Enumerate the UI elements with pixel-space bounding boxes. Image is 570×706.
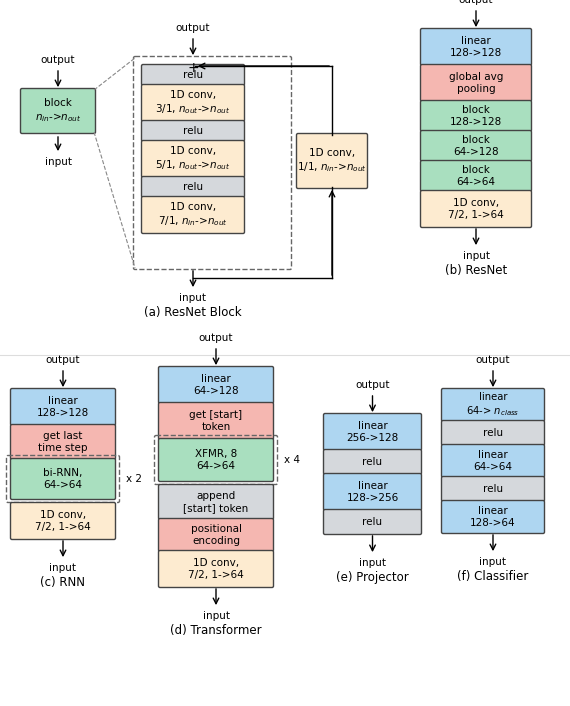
FancyBboxPatch shape <box>21 88 96 133</box>
FancyBboxPatch shape <box>324 450 421 474</box>
FancyBboxPatch shape <box>442 477 544 501</box>
FancyBboxPatch shape <box>442 445 544 477</box>
Text: 1D conv,
7/2, 1->64: 1D conv, 7/2, 1->64 <box>35 510 91 532</box>
Text: relu: relu <box>183 126 203 136</box>
Text: 1D conv,
7/2, 1->64: 1D conv, 7/2, 1->64 <box>188 558 244 580</box>
Text: relu: relu <box>363 457 382 467</box>
Text: linear
256->128: linear 256->128 <box>347 421 398 443</box>
Text: global avg
pooling: global avg pooling <box>449 72 503 94</box>
FancyBboxPatch shape <box>158 518 274 551</box>
Text: relu: relu <box>363 517 382 527</box>
Text: relu: relu <box>483 428 503 438</box>
Text: output: output <box>46 355 80 365</box>
FancyBboxPatch shape <box>442 421 544 445</box>
Text: input: input <box>462 251 490 261</box>
Text: output: output <box>176 23 210 33</box>
Text: linear
128->128: linear 128->128 <box>450 36 502 58</box>
Text: XFMR, 8
64->64: XFMR, 8 64->64 <box>195 449 237 471</box>
Text: relu: relu <box>483 484 503 494</box>
FancyBboxPatch shape <box>296 133 368 189</box>
Text: input: input <box>359 558 386 568</box>
FancyBboxPatch shape <box>141 140 245 177</box>
Text: 1D conv,
7/2, 1->64: 1D conv, 7/2, 1->64 <box>448 198 504 220</box>
Text: block
128->128: block 128->128 <box>450 104 502 127</box>
Text: output: output <box>476 355 510 365</box>
FancyBboxPatch shape <box>421 191 531 227</box>
FancyBboxPatch shape <box>442 501 544 534</box>
FancyBboxPatch shape <box>158 551 274 587</box>
Text: output: output <box>199 333 233 343</box>
Text: bi-RNN,
64->64: bi-RNN, 64->64 <box>43 468 83 490</box>
FancyBboxPatch shape <box>324 474 421 510</box>
FancyBboxPatch shape <box>141 121 245 141</box>
Text: linear
128->128: linear 128->128 <box>37 396 89 418</box>
Text: get last
time step: get last time step <box>38 431 88 453</box>
FancyBboxPatch shape <box>158 402 274 440</box>
FancyBboxPatch shape <box>141 176 245 198</box>
FancyBboxPatch shape <box>10 503 116 539</box>
Text: (a) ResNet Block: (a) ResNet Block <box>144 306 242 319</box>
Text: output: output <box>40 55 75 65</box>
Text: block
64->128: block 64->128 <box>453 135 499 157</box>
Text: +: + <box>187 61 199 75</box>
FancyBboxPatch shape <box>10 424 116 460</box>
Text: (c) RNN: (c) RNN <box>40 576 86 589</box>
FancyBboxPatch shape <box>141 64 245 85</box>
FancyBboxPatch shape <box>421 131 531 162</box>
Text: input: input <box>50 563 76 573</box>
Text: input: input <box>202 611 230 621</box>
Text: 1D conv,
7/1, $n_{in}$->$n_{out}$: 1D conv, 7/1, $n_{in}$->$n_{out}$ <box>158 202 228 229</box>
FancyBboxPatch shape <box>442 388 544 421</box>
Text: linear
64->128: linear 64->128 <box>193 373 239 396</box>
FancyBboxPatch shape <box>324 414 421 450</box>
Text: output: output <box>355 380 390 390</box>
Text: input: input <box>479 557 507 567</box>
FancyBboxPatch shape <box>141 85 245 121</box>
Text: (f) Classifier: (f) Classifier <box>457 570 529 583</box>
FancyBboxPatch shape <box>158 366 274 404</box>
Text: get [start]
token: get [start] token <box>189 409 243 432</box>
Text: relu: relu <box>183 70 203 80</box>
Text: 1D conv,
3/1, $n_{out}$->$n_{out}$: 1D conv, 3/1, $n_{out}$->$n_{out}$ <box>156 90 231 116</box>
FancyBboxPatch shape <box>421 100 531 131</box>
Text: linear
64-> $n_{class}$: linear 64-> $n_{class}$ <box>466 392 520 419</box>
Text: append
[start] token: append [start] token <box>184 491 249 513</box>
Text: positional
encoding: positional encoding <box>190 524 242 546</box>
Text: input: input <box>44 157 71 167</box>
FancyBboxPatch shape <box>10 458 116 500</box>
FancyBboxPatch shape <box>421 160 531 191</box>
Text: (d) Transformer: (d) Transformer <box>170 624 262 637</box>
FancyBboxPatch shape <box>421 64 531 102</box>
Text: block
$n_{in}$->$n_{out}$: block $n_{in}$->$n_{out}$ <box>35 98 82 124</box>
FancyBboxPatch shape <box>324 510 421 534</box>
Text: x 2: x 2 <box>126 474 142 484</box>
FancyBboxPatch shape <box>10 388 116 426</box>
Text: x 4: x 4 <box>284 455 300 465</box>
Text: 1D conv,
1/1, $n_{in}$->$n_{out}$: 1D conv, 1/1, $n_{in}$->$n_{out}$ <box>297 148 367 174</box>
FancyBboxPatch shape <box>158 484 274 520</box>
FancyBboxPatch shape <box>141 196 245 234</box>
Text: linear
128->256: linear 128->256 <box>347 481 398 503</box>
Text: 1D conv,
5/1, $n_{out}$->$n_{out}$: 1D conv, 5/1, $n_{out}$->$n_{out}$ <box>156 145 231 172</box>
Text: relu: relu <box>183 182 203 192</box>
Text: linear
64->64: linear 64->64 <box>474 450 512 472</box>
Text: (b) ResNet: (b) ResNet <box>445 264 507 277</box>
Text: input: input <box>180 293 206 303</box>
Text: linear
128->64: linear 128->64 <box>470 505 516 528</box>
Text: output: output <box>459 0 493 5</box>
Text: block
64->64: block 64->64 <box>457 164 495 187</box>
FancyBboxPatch shape <box>421 28 531 66</box>
Text: (e) Projector: (e) Projector <box>336 571 409 584</box>
FancyBboxPatch shape <box>158 438 274 481</box>
